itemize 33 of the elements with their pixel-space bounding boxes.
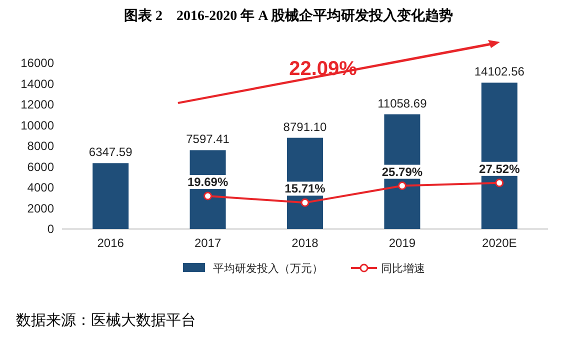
bar — [481, 82, 518, 229]
point — [204, 192, 212, 200]
legend-label: 平均研发投入（万元） — [213, 262, 323, 275]
x-tick-label: 2020E — [482, 236, 517, 250]
y-tick-label: 0 — [47, 222, 54, 236]
data-label: 27.52% — [479, 162, 520, 176]
x-tick-label: 2016 — [97, 236, 124, 250]
y-tick-label: 8000 — [27, 139, 54, 153]
data-label: 7597.41 — [186, 132, 230, 146]
data-label: 8791.10 — [283, 120, 328, 134]
data-label: 14102.56 — [474, 64, 525, 79]
data-label: 11058.69 — [378, 96, 428, 110]
x-tick-label: 2017 — [194, 236, 222, 250]
legend-label: 同比增速 — [381, 262, 425, 275]
y-tick-label: 6000 — [27, 160, 54, 174]
data-label: 25.79% — [382, 164, 423, 179]
x-tick-label: 2018 — [292, 236, 319, 250]
data-label: 15.71% — [284, 182, 326, 196]
y-tick-label: 14000 — [20, 76, 54, 91]
y-tick-label: 16000 — [20, 56, 54, 70]
point — [495, 178, 504, 188]
chart-title: 图表 2 2016-2020 年 A 股械企平均研发投入变化趋势 — [124, 7, 453, 24]
x-tick-label: 2019 — [388, 236, 416, 250]
point — [398, 182, 406, 190]
data-label: 6347.59 — [88, 145, 133, 160]
y-tick-label: 12000 — [20, 98, 54, 112]
bar — [92, 163, 129, 229]
source-note: 数据来源：医械大数据平台 — [16, 312, 196, 329]
data-label: 19.69% — [187, 175, 228, 190]
y-tick-label: 2000 — [27, 201, 54, 216]
y-tick-label: 10000 — [20, 118, 54, 132]
y-tick-label: 4000 — [27, 180, 54, 194]
point — [300, 198, 310, 207]
